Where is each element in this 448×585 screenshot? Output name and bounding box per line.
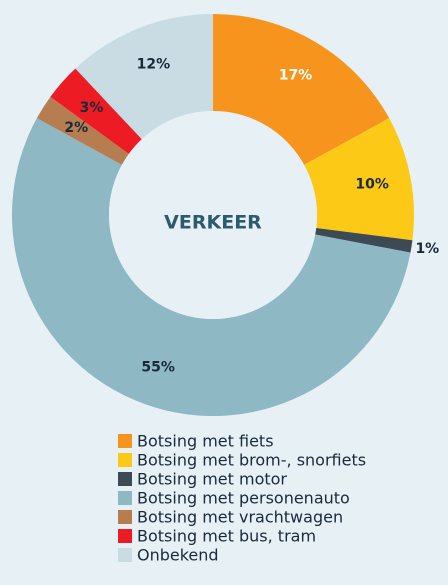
legend-label: Botsing met motor [137, 470, 287, 489]
legend-label: Botsing met brom-, snorfiets [137, 451, 366, 470]
value-label: 1% [415, 241, 439, 257]
legend-swatch [118, 491, 132, 505]
legend-swatch [118, 510, 132, 524]
slice [11, 118, 411, 417]
legend-swatch [118, 548, 132, 562]
legend-label: Botsing met bus, tram [137, 527, 316, 546]
slice [36, 96, 129, 165]
value-label: 3% [80, 100, 104, 116]
slice [75, 14, 213, 140]
slice [50, 68, 142, 154]
slice [213, 14, 390, 165]
legend-label: Botsing met fiets [137, 432, 274, 451]
legend-label: Botsing met vrachtwagen [137, 508, 343, 527]
legend-swatch [118, 453, 132, 467]
slice [304, 118, 414, 241]
value-label: 10% [355, 177, 389, 193]
value-label: 17% [279, 68, 313, 84]
value-label: 12% [137, 56, 171, 72]
value-label: 55% [141, 359, 175, 375]
legend-swatch [118, 529, 132, 543]
value-label: 2% [64, 120, 88, 136]
legend-label: Botsing met personenauto [137, 489, 350, 508]
slice [315, 228, 413, 253]
legend-label: Onbekend [137, 546, 219, 565]
legend-swatch [118, 434, 132, 448]
donut-hole [109, 111, 317, 319]
center-label: VERKEER [164, 212, 262, 234]
legend-swatch [118, 472, 132, 486]
